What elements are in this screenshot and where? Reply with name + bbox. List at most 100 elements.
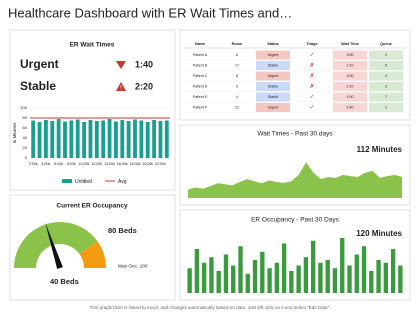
bar: [145, 122, 150, 158]
y-tick-label: 80: [23, 115, 28, 120]
warning-icon: [116, 82, 126, 91]
legend-swatch: [62, 179, 72, 183]
wait-cell: [333, 92, 367, 102]
table-cell: 2: [385, 53, 387, 57]
table-cell: Patient B: [193, 63, 208, 67]
bar: [223, 254, 229, 293]
column-header: Room: [232, 42, 243, 46]
x-tick-label: 4:00k: [42, 162, 51, 166]
table-cell: Stable: [268, 84, 278, 88]
bar: [126, 121, 131, 158]
table-cell: ✗: [309, 62, 314, 69]
queue-cell: [369, 82, 403, 91]
x-tick-label: 12:00k: [91, 162, 102, 166]
gauge-needle: [45, 222, 63, 269]
bar: [361, 246, 367, 293]
bar: [354, 254, 359, 293]
x-tick-label: 20:00k: [142, 162, 153, 166]
wait-cell: [333, 82, 367, 91]
wait-cell: [333, 61, 367, 70]
table-cell: 6: [236, 53, 238, 57]
footer-note: This graph/chart is linked to excel, and…: [90, 305, 331, 310]
bar: [37, 122, 42, 158]
bar: [158, 121, 163, 158]
table-cell: ✗: [309, 73, 314, 80]
table-cell: 17: [235, 63, 239, 67]
bar: [245, 273, 250, 293]
bar: [318, 262, 323, 293]
column-header: Triage: [306, 42, 317, 46]
y-tick-label: 20: [23, 145, 28, 150]
bar: [201, 262, 207, 293]
bar: [289, 271, 294, 293]
panel-title: Wait Times - Past 30 days: [257, 131, 333, 138]
area: [188, 162, 402, 198]
bar: [139, 120, 144, 158]
table-cell: Urgent: [268, 74, 279, 78]
table-cell: 3: [385, 84, 387, 88]
stat-value: 1:40: [135, 59, 153, 69]
status-cell: [256, 61, 290, 70]
bar: [75, 119, 80, 158]
x-tick-label: 22:00k: [155, 162, 166, 166]
table-cell: 4: [385, 74, 387, 78]
table-cell: Stable: [268, 63, 278, 67]
queue-cell: [369, 71, 403, 81]
bar: [120, 120, 125, 158]
x-tick-label: 8:00k: [67, 162, 76, 166]
bar: [310, 240, 316, 293]
warning-mark: !: [120, 86, 122, 92]
bar: [31, 120, 36, 158]
table-cell: ✓: [309, 53, 314, 59]
status-cell: [256, 71, 290, 81]
wait-panel: [9, 29, 176, 191]
table-cell: Patient F: [193, 105, 208, 109]
table-cell: 8: [236, 74, 238, 78]
table-cell: 3:00: [347, 53, 354, 57]
table-cell: Urgent: [268, 105, 279, 109]
column-header: Status: [267, 42, 279, 46]
bar: [332, 268, 338, 293]
bar: [164, 120, 169, 158]
queue-cell: [369, 50, 403, 60]
headline: 120 Minutes: [356, 229, 402, 238]
bar: [94, 121, 99, 158]
legend-label: Avg: [118, 179, 127, 185]
panel-title: ER Wait Times: [70, 42, 115, 49]
bar: [101, 120, 106, 158]
gauge-band: [79, 240, 106, 268]
table-cell: 7: [385, 95, 387, 99]
gauge-band: [14, 222, 98, 269]
bar: [267, 268, 272, 293]
bar: [88, 120, 93, 158]
queue-cell: [369, 103, 403, 112]
table-cell: 2:10: [347, 84, 354, 88]
legend-label: Untitled: [75, 179, 92, 185]
x-tick-label: 2:00k: [29, 162, 38, 166]
x-tick-label: 14:00k: [104, 162, 115, 166]
bar: [383, 262, 389, 293]
max-label: Max Occ. 100: [118, 263, 148, 269]
bar: [216, 271, 221, 293]
bar: [296, 265, 301, 293]
bar: [56, 119, 61, 158]
bar: [369, 271, 374, 293]
bar: [238, 246, 243, 293]
headline: 112 Minutes: [357, 145, 403, 154]
y-tick-label: 0: [25, 155, 28, 160]
column-header: Name: [195, 42, 205, 46]
bar: [50, 121, 55, 158]
value-label: 40 Beds: [50, 277, 79, 286]
table-cell: Patient E: [193, 95, 208, 99]
table-cell: 1:10: [347, 63, 354, 67]
bar: [63, 121, 67, 158]
status-cell: [256, 92, 290, 102]
bar: [390, 249, 396, 293]
bar: [398, 265, 403, 293]
bar: [209, 257, 214, 293]
wait-cell: [333, 50, 367, 60]
bar: [133, 119, 137, 158]
x-tick-label: 18:00k: [130, 162, 141, 166]
bar: [231, 265, 236, 293]
bar: [114, 121, 118, 158]
